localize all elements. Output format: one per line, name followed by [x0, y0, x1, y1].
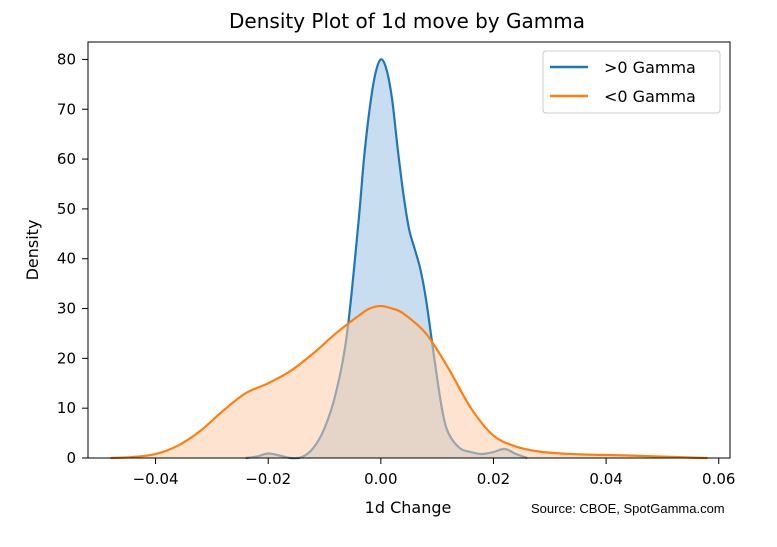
- x-tick-label: 0.02: [477, 470, 510, 488]
- series-line-1: [110, 304, 708, 460]
- x-tick-label: −0.04: [133, 470, 179, 488]
- legend-label-0: >0 Gamma: [604, 58, 696, 77]
- chart-title: Density Plot of 1d move by Gamma: [229, 9, 585, 33]
- x-axis-label: 1d Change: [365, 498, 452, 517]
- y-tick-label: 40: [57, 250, 76, 268]
- axes-frame: [87, 41, 731, 459]
- axes: −0.04 −0.02 0.00 0.02 0.04 0.06 0 10 20 30 40 50 60 7…: [57, 41, 735, 488]
- y-tick-label: 0: [66, 449, 76, 467]
- series-area-1: [110, 306, 708, 458]
- series-area-0: [245, 59, 528, 459]
- x-tick-label: 0.00: [364, 470, 397, 488]
- y-tick-label: 70: [57, 100, 76, 118]
- y-tick-label: 20: [57, 349, 76, 367]
- y-axis-label: Density: [23, 220, 42, 281]
- legend: >0 Gamma <0 Gamma: [542, 50, 721, 114]
- y-tick-label: 80: [57, 50, 76, 68]
- y-tick-label: 50: [57, 200, 76, 218]
- x-tick-label: 0.06: [702, 470, 735, 488]
- legend-label-1: <0 Gamma: [604, 87, 696, 106]
- y-tick-label: 30: [57, 300, 76, 318]
- y-tick-label: 60: [57, 150, 76, 168]
- x-tick-label: 0.04: [589, 470, 622, 488]
- source-note: Source: CBOE, SpotGamma.com: [531, 501, 725, 516]
- x-tick-label: −0.02: [245, 470, 291, 488]
- y-tick-label: 10: [57, 399, 76, 417]
- plot-area: [110, 58, 708, 460]
